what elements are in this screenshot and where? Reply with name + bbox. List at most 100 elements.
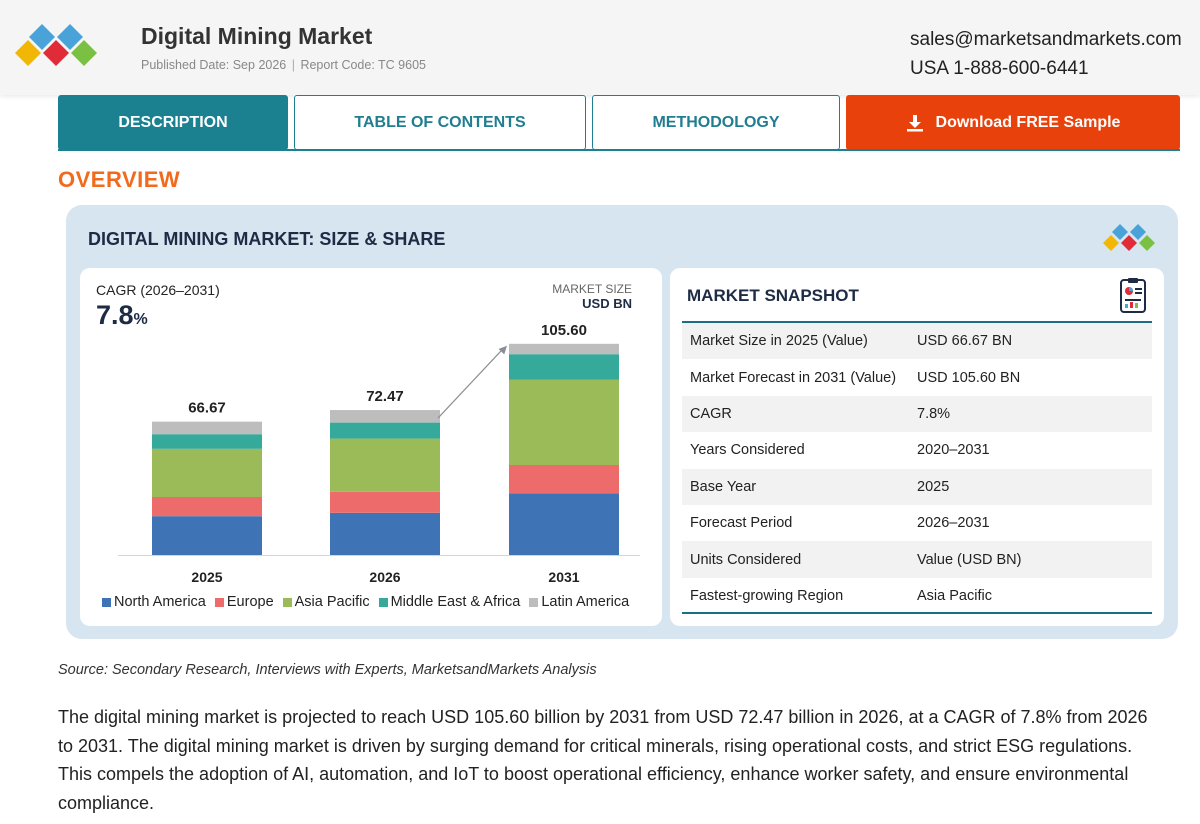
snapshot-value: Asia Pacific: [917, 587, 992, 604]
snapshot-row: Units Considered Value (USD BN): [682, 541, 1152, 578]
market-size-card: DIGITAL MINING MARKET: SIZE & SHARE 66.6…: [66, 205, 1178, 639]
snapshot-bottom-rule: [682, 612, 1152, 614]
published-date: Published Date: Sep 2026: [141, 58, 287, 72]
snapshot-row: Base Year 2025: [682, 468, 1152, 505]
snapshot-value: 2026–2031: [917, 515, 990, 532]
legend-label: Asia Pacific: [294, 594, 370, 610]
growth-arrow: [437, 348, 504, 419]
cagr-percent: %: [133, 311, 148, 328]
snapshot-table: Market Size in 2025 (Value) USD 66.67 BN M…: [682, 323, 1152, 614]
legend-label: Latin America: [541, 594, 630, 610]
bar-segment: [509, 379, 619, 465]
snapshot-row: Market Forecast in 2031 (Value) USD 105.6…: [682, 359, 1152, 395]
snapshot-key: Market Forecast in 2031 (Value): [690, 369, 897, 386]
stacked-bar-chart: 66.67 2025 72.47 2026 105.60 2031: [118, 322, 640, 585]
legend-item: Middle East & Africa: [378, 594, 521, 610]
bar-total-label: 66.67: [188, 400, 226, 417]
tab-table-of-contents[interactable]: TABLE OF CONTENTS: [294, 95, 586, 150]
market-size-label: MARKET SIZE: [552, 282, 632, 296]
snapshot-row: Years Considered 2020–2031: [682, 432, 1152, 468]
tab-description[interactable]: DESCRIPTION: [58, 95, 288, 150]
bar-segment: [152, 516, 262, 555]
overview-heading: OVERVIEW: [58, 167, 181, 192]
bar-total-label: 105.60: [541, 322, 587, 339]
report-icon: [1120, 278, 1146, 313]
card-title: DIGITAL MINING MARKET: SIZE & SHARE: [88, 229, 446, 249]
snapshot-value: 2025: [917, 478, 950, 495]
snapshot-key: Units Considered: [690, 551, 802, 568]
legend-label: Middle East & Africa: [390, 594, 521, 610]
snapshot-value: Value (USD BN): [917, 551, 1022, 568]
snapshot-value: 2020–2031: [917, 442, 990, 459]
x-tick-label: 2026: [369, 569, 400, 585]
page-title: Digital Mining Market: [141, 23, 373, 49]
market-snapshot-panel: MARKET SNAPSHOT Market Size in 2025 (Val…: [670, 268, 1164, 626]
legend-swatch: [214, 597, 224, 607]
snapshot-key: Fastest-growing Region: [690, 587, 844, 604]
legend-swatch: [282, 597, 292, 607]
legend-label: Europe: [226, 594, 274, 610]
snapshot-value: 7.8%: [917, 405, 951, 422]
card-logo: [1103, 224, 1155, 251]
bar-segment: [509, 354, 619, 380]
legend-swatch: [378, 597, 388, 607]
bar-segment: [330, 438, 440, 492]
snapshot-top-rule: [682, 321, 1152, 323]
bar-segment: [509, 343, 619, 355]
page-header: Digital Mining Market Published Date: Se…: [0, 0, 1200, 95]
x-tick-label: 2031: [548, 569, 579, 585]
legend-item: Latin America: [529, 594, 629, 610]
chart-legend: North America Europe Asia Pacific Middle Ea…: [102, 594, 629, 610]
snapshot-key: Years Considered: [690, 442, 805, 459]
bar-segment: [152, 421, 262, 435]
bar-segment: [152, 448, 262, 497]
report-tabs: DESCRIPTION TABLE OF CONTENTS METHODOLOG…: [58, 95, 1180, 151]
legend-swatch: [102, 597, 111, 607]
snapshot-row: Fastest-growing Region Asia Pacific: [682, 578, 1152, 614]
tab-toc-label: TABLE OF CONTENTS: [354, 113, 526, 131]
legend-item: North America: [102, 594, 206, 610]
company-logo[interactable]: [12, 22, 104, 72]
bar-total-label: 72.47: [366, 388, 404, 405]
bar-segment: [330, 422, 440, 439]
snapshot-value: USD 105.60 BN: [917, 369, 1021, 386]
contact-email[interactable]: sales@marketsandmarkets.com: [910, 29, 1182, 50]
overview-paragraph: The digital mining market is projected t…: [58, 707, 1148, 813]
cagr-label: CAGR (2026–2031): [96, 282, 220, 298]
market-size-unit: USD BN: [582, 296, 632, 311]
tabs-underline: [58, 149, 1180, 151]
tab-methodology-label: METHODOLOGY: [652, 113, 780, 131]
legend-swatch: [529, 597, 539, 607]
bar-segment: [509, 465, 619, 494]
snapshot-title: MARKET SNAPSHOT: [687, 286, 859, 305]
download-sample-button[interactable]: Download FREE Sample: [846, 95, 1180, 150]
x-tick-label: 2025: [191, 569, 222, 585]
contact-phone[interactable]: USA 1-888-600-6441: [910, 58, 1089, 79]
cagr-value: 7.8%: [96, 300, 148, 331]
bar-segment: [509, 493, 619, 555]
snapshot-row: CAGR 7.8%: [682, 395, 1152, 433]
contact-info: sales@marketsandmarkets.com USA 1-888-60…: [910, 25, 1190, 83]
bar-segment: [330, 512, 440, 555]
bar-segment: [330, 491, 440, 513]
bar-segment: [330, 410, 440, 423]
snapshot-key: Market Size in 2025 (Value): [690, 333, 868, 350]
tab-methodology[interactable]: METHODOLOGY: [592, 95, 840, 150]
snapshot-key: CAGR: [690, 405, 732, 422]
download-icon: [906, 114, 923, 131]
snapshot-value: USD 66.67 BN: [917, 333, 1013, 350]
market-size-chart-panel: 66.67 2025 72.47 2026 105.60 2031 CAGR (2026–…: [80, 268, 662, 626]
tab-description-label: DESCRIPTION: [118, 113, 228, 131]
meta-separator: |: [288, 58, 299, 72]
snapshot-key: Base Year: [690, 478, 757, 495]
cagr-number: 7.8: [96, 300, 134, 330]
snapshot-key: Forecast Period: [690, 515, 793, 532]
report-meta: Published Date: Sep 2026 | Report Code: …: [141, 58, 426, 72]
bar-segment: [152, 497, 262, 517]
download-sample-label: Download FREE Sample: [935, 113, 1121, 131]
growth-arrow-head: [498, 345, 507, 355]
legend-label: North America: [114, 594, 206, 610]
legend-item: Europe: [214, 594, 274, 610]
snapshot-row: Market Size in 2025 (Value) USD 66.67 BN: [682, 323, 1152, 360]
legend-item: Asia Pacific: [282, 594, 370, 610]
